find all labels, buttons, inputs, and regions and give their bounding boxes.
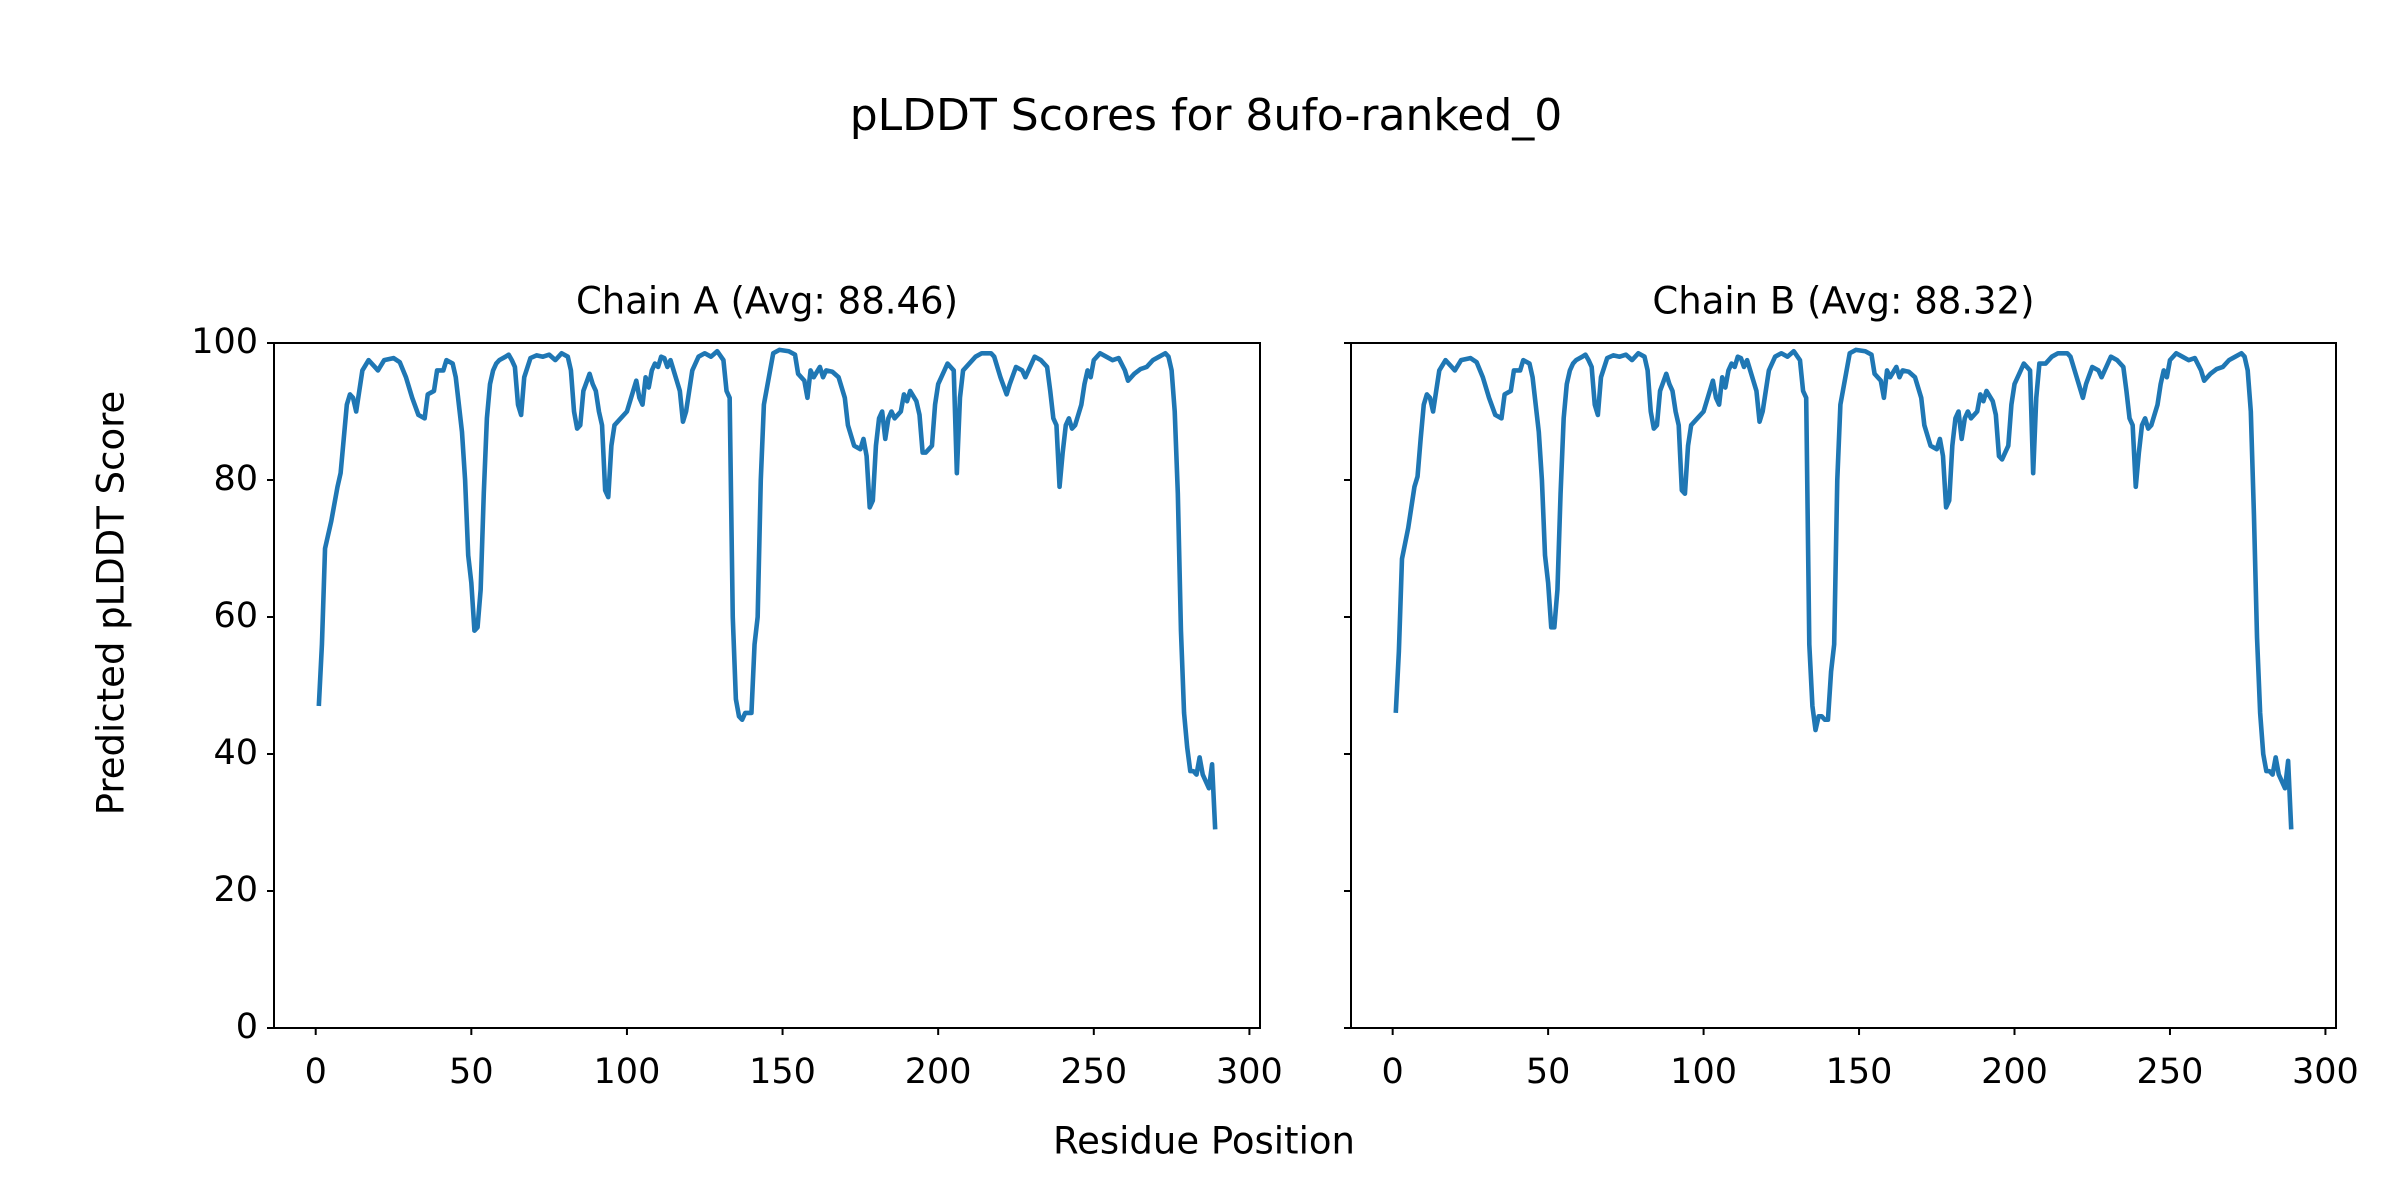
score-line (316, 347, 1218, 830)
plot-frame (1350, 342, 2337, 1029)
x-tick-label: 250 (2137, 1052, 2204, 1092)
y-tick-label: 40 (213, 733, 258, 773)
x-tick-label: 100 (1670, 1052, 1737, 1092)
x-tick-label: 300 (1216, 1052, 1283, 1092)
figure-title: pLDDT Scores for 8ufo-ranked_0 (850, 90, 1563, 141)
y-axis-label: Predicted pLDDT Score (90, 391, 133, 816)
x-tick-label: 50 (449, 1052, 494, 1092)
x-tick-label: 200 (1981, 1052, 2048, 1092)
y-tick-label: 20 (213, 870, 258, 910)
x-tick-label: 300 (2292, 1052, 2359, 1092)
x-tick-label: 100 (594, 1052, 661, 1092)
x-tick-label: 250 (1060, 1052, 1127, 1092)
subplot-title: Chain A (Avg: 88.46) (576, 280, 958, 323)
x-tick-label: 200 (905, 1052, 972, 1092)
y-tick-label: 80 (213, 459, 258, 499)
subplot-title: Chain B (Avg: 88.32) (1652, 280, 2034, 323)
y-tick-label: 60 (213, 596, 258, 636)
x-tick-label: 150 (1826, 1052, 1893, 1092)
x-tick-label: 150 (749, 1052, 816, 1092)
x-axis-label: Residue Position (1053, 1120, 1355, 1163)
x-tick-label: 0 (1382, 1052, 1404, 1092)
y-tick-label: 0 (236, 1007, 258, 1047)
y-tick-label: 100 (191, 322, 258, 362)
x-tick-label: 0 (305, 1052, 327, 1092)
x-tick-label: 50 (1526, 1052, 1571, 1092)
score-line (1393, 347, 2294, 830)
plot-frame (273, 342, 1261, 1029)
